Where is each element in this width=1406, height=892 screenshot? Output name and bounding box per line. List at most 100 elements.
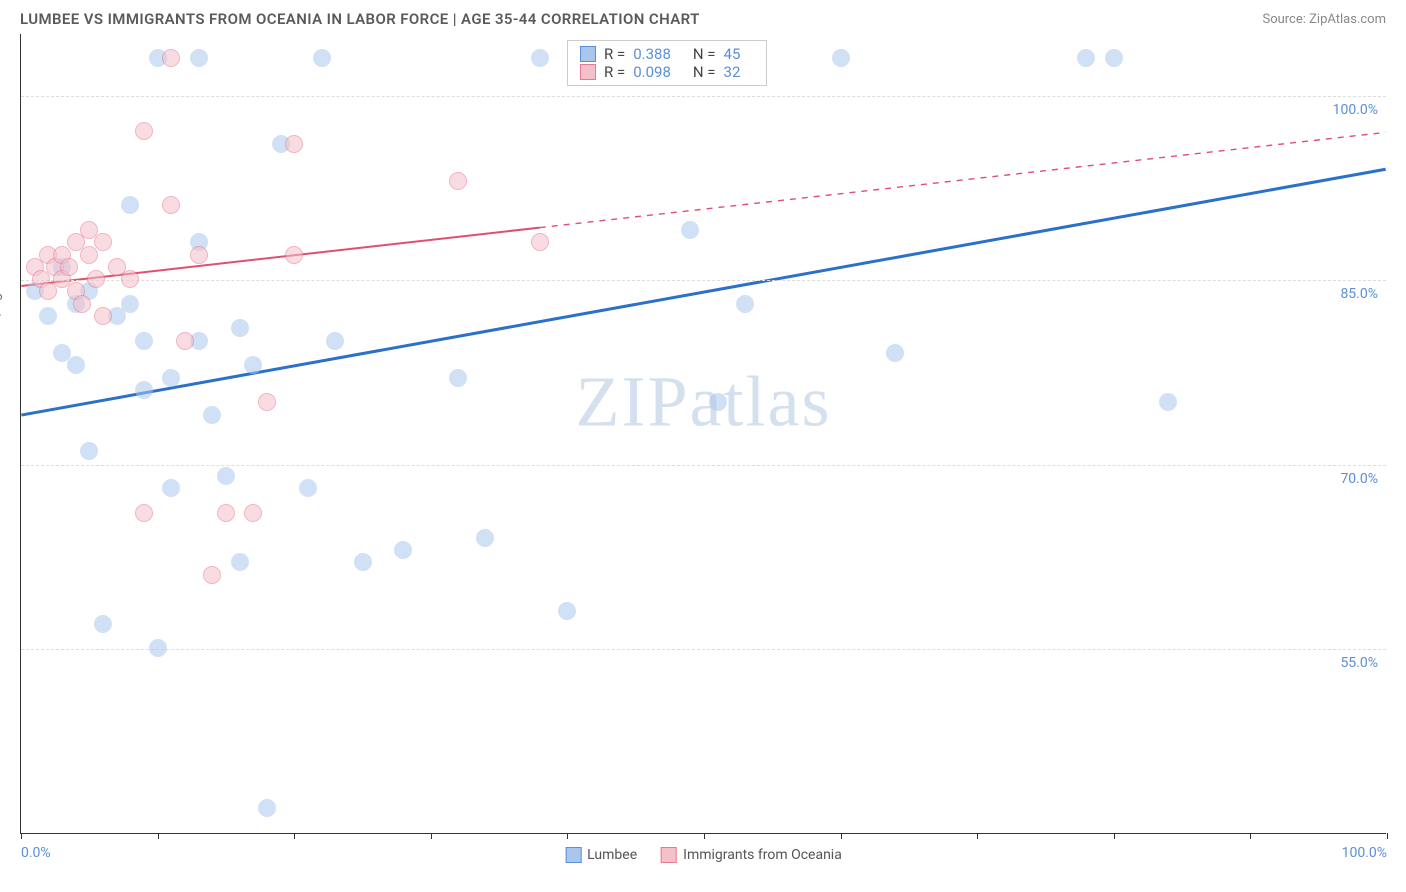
scatter-point	[231, 553, 249, 571]
trend-line-dashed	[540, 132, 1386, 227]
scatter-point	[285, 135, 303, 153]
stat-label: N =	[693, 63, 716, 81]
scatter-point	[709, 393, 727, 411]
trend-line-solid	[21, 169, 1385, 415]
scatter-point	[162, 369, 180, 387]
legend-swatch	[580, 46, 596, 62]
scatter-point	[231, 319, 249, 337]
scatter-point	[217, 467, 235, 485]
scatter-point	[135, 332, 153, 350]
legend-swatch	[565, 847, 581, 863]
x-tick-label: 100.0%	[1342, 845, 1387, 861]
scatter-point	[476, 529, 494, 547]
scatter-point	[203, 566, 221, 584]
scatter-point	[886, 344, 904, 362]
legend-swatch	[661, 847, 677, 863]
scatter-point	[244, 504, 262, 522]
scatter-point	[60, 258, 78, 276]
y-tick-label: 100.0%	[1333, 102, 1378, 118]
scatter-point	[258, 799, 276, 817]
scatter-point	[832, 49, 850, 67]
scatter-point	[558, 602, 576, 620]
stat-label: R =	[604, 45, 625, 63]
scatter-point	[87, 270, 105, 288]
gridline	[21, 280, 1386, 281]
stats-legend-row: R = 0.098 N = 32	[580, 63, 754, 81]
scatter-point	[449, 172, 467, 190]
y-tick-label: 85.0%	[1340, 286, 1378, 302]
stat-label: R =	[604, 63, 625, 81]
scatter-point	[190, 246, 208, 264]
scatter-point	[449, 369, 467, 387]
legend-label: Immigrants from Oceania	[683, 847, 842, 863]
scatter-point	[94, 307, 112, 325]
x-tick-mark	[1250, 833, 1251, 839]
scatter-point	[217, 504, 235, 522]
chart-title: LUMBEE VS IMMIGRANTS FROM OCEANIA IN LAB…	[20, 10, 700, 28]
legend-item: Immigrants from Oceania	[661, 847, 842, 863]
x-tick-mark	[1387, 833, 1388, 839]
x-tick-mark	[704, 833, 705, 839]
scatter-point	[73, 295, 91, 313]
stat-n-value: 32	[724, 63, 741, 81]
scatter-point	[1105, 49, 1123, 67]
scatter-point	[313, 49, 331, 67]
stats-legend: R = 0.388 N = 45 R = 0.098 N = 32	[567, 40, 767, 86]
x-tick-mark	[977, 833, 978, 839]
x-tick-mark	[431, 833, 432, 839]
scatter-point	[176, 332, 194, 350]
scatter-point	[94, 233, 112, 251]
gridline	[21, 96, 1386, 97]
x-tick-mark	[1114, 833, 1115, 839]
x-tick-mark	[158, 833, 159, 839]
scatter-point	[94, 615, 112, 633]
scatter-point	[162, 479, 180, 497]
scatter-point	[203, 406, 221, 424]
trend-lines	[21, 34, 1386, 833]
scatter-point	[1077, 49, 1095, 67]
source-attribution: Source: ZipAtlas.com	[1262, 12, 1386, 27]
scatter-point	[135, 504, 153, 522]
scatter-point	[354, 553, 372, 571]
scatter-point	[162, 49, 180, 67]
scatter-point	[121, 270, 139, 288]
legend-item: Lumbee	[565, 847, 637, 863]
scatter-point	[190, 49, 208, 67]
scatter-point	[681, 221, 699, 239]
scatter-point	[135, 122, 153, 140]
scatter-point	[531, 233, 549, 251]
legend-label: Lumbee	[587, 847, 637, 863]
plot-area: ZIPatlas 55.0%70.0%85.0%100.0%0.0%100.0%	[21, 34, 1386, 833]
x-tick-mark	[841, 833, 842, 839]
scatter-point	[67, 356, 85, 374]
scatter-point	[394, 541, 412, 559]
stat-label: N =	[693, 45, 716, 63]
y-tick-label: 55.0%	[1340, 655, 1378, 671]
x-tick-label: 0.0%	[21, 845, 51, 861]
stat-r-value: 0.388	[633, 45, 671, 63]
stat-n-value: 45	[724, 45, 741, 63]
scatter-point	[285, 246, 303, 264]
scatter-point	[1159, 393, 1177, 411]
scatter-point	[135, 381, 153, 399]
chart-area: In Labor Force | Age 35-44 ZIPatlas 55.0…	[20, 34, 1386, 834]
x-tick-mark	[294, 833, 295, 839]
y-axis-label: In Labor Force | Age 35-44	[0, 246, 3, 409]
scatter-point	[162, 196, 180, 214]
stat-r-value: 0.098	[633, 63, 671, 81]
scatter-point	[736, 295, 754, 313]
scatter-point	[80, 442, 98, 460]
series-legend: Lumbee Immigrants from Oceania	[565, 847, 842, 863]
scatter-point	[121, 196, 139, 214]
gridline	[21, 465, 1386, 466]
scatter-point	[258, 393, 276, 411]
legend-swatch	[580, 64, 596, 80]
scatter-point	[531, 49, 549, 67]
scatter-point	[326, 332, 344, 350]
x-tick-mark	[21, 833, 22, 839]
gridline	[21, 649, 1386, 650]
scatter-point	[149, 639, 167, 657]
scatter-point	[299, 479, 317, 497]
scatter-point	[121, 295, 139, 313]
scatter-point	[244, 356, 262, 374]
